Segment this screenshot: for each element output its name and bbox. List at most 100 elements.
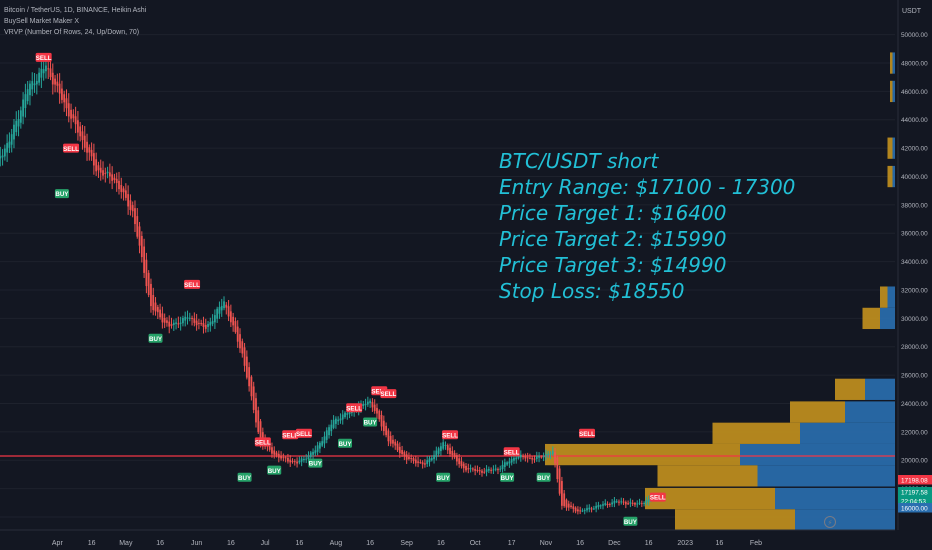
candle-body: [287, 457, 289, 462]
candle-body: [72, 114, 75, 119]
candle-body: [83, 135, 86, 148]
candle: [95, 152, 98, 176]
candle: [252, 381, 255, 414]
candle: [293, 459, 296, 466]
candle-body: [198, 322, 200, 324]
time-axis[interactable]: Apr 16 May 16 Jun 16 Jul 16 Aug 16 Sep 16 Oct 17 Nov 16…: [0, 529, 895, 547]
buy-signal[interactable]: BUY: [308, 458, 323, 468]
candle-body: [515, 457, 518, 460]
buy-signal[interactable]: BUY: [623, 516, 638, 526]
candle-body: [102, 170, 104, 176]
alert-icon[interactable]: ⚡: [824, 516, 836, 528]
candle: [344, 411, 346, 419]
candle: [241, 338, 244, 358]
signal-badge: [35, 52, 52, 62]
candle-body: [88, 147, 91, 153]
candle-body: [378, 410, 381, 420]
buy-signal[interactable]: BUY: [54, 189, 69, 198]
sell-signal[interactable]: SELL: [346, 403, 362, 412]
candle: [465, 462, 467, 473]
sell-signal[interactable]: SELL: [254, 437, 271, 446]
x-tick-label: 16: [227, 540, 235, 547]
indicator-buysell[interactable]: BuySell Market Maker X: [4, 18, 80, 25]
candle: [529, 453, 531, 460]
candle: [115, 172, 118, 192]
candle-body: [410, 458, 413, 460]
buy-signal[interactable]: BUY: [267, 465, 282, 475]
buy-signal[interactable]: BUY: [148, 333, 163, 343]
sell-signal[interactable]: SELL: [282, 430, 298, 439]
candle: [519, 450, 522, 462]
signal-badge: [148, 333, 163, 343]
candle-body: [460, 461, 463, 467]
sell-signal[interactable]: SELL: [295, 428, 312, 438]
buy-signal[interactable]: BUY: [436, 472, 451, 482]
candle: [19, 106, 22, 129]
candle-body: [0, 156, 2, 159]
sell-signal[interactable]: SELL: [579, 428, 595, 438]
trade-annotation[interactable]: BTC/USDT short Entry Range: $17100 - 173…: [499, 148, 795, 304]
vp-up-bar: [880, 307, 895, 330]
sell-signal[interactable]: SELL: [63, 143, 79, 153]
buy-signal[interactable]: BUY: [500, 472, 515, 482]
x-tick-label: 16: [156, 540, 164, 547]
candle: [0, 146, 2, 167]
sell-signal[interactable]: SELL: [442, 430, 458, 439]
candle: [118, 171, 120, 195]
candle: [138, 221, 141, 254]
candle-body: [538, 455, 540, 458]
candle-body: [47, 68, 50, 70]
candle-body: [549, 453, 552, 455]
buy-signal[interactable]: BUY: [536, 472, 551, 482]
candle: [522, 453, 524, 460]
x-tick-label: 16: [88, 540, 96, 547]
candle-body: [156, 306, 159, 313]
candle-body: [282, 457, 285, 459]
candle: [170, 317, 173, 329]
signal-badge: [363, 417, 378, 427]
candle: [339, 413, 342, 424]
candle-body: [579, 510, 582, 512]
sell-signal[interactable]: SELL: [184, 279, 200, 289]
candle: [207, 321, 209, 333]
sell-signal[interactable]: SELL: [649, 492, 666, 502]
candle: [643, 501, 645, 507]
candle: [90, 142, 93, 161]
buy-signal[interactable]: BUY: [338, 438, 352, 448]
candle-body: [305, 458, 308, 460]
vp-down-bar: [880, 286, 888, 308]
candle: [33, 73, 36, 93]
candle-body: [200, 323, 203, 325]
candle-body: [604, 503, 607, 505]
candle-body: [499, 468, 502, 470]
sell-signal[interactable]: SELL: [380, 389, 397, 398]
candle-body: [31, 81, 34, 90]
candle-body: [172, 322, 175, 325]
candle-body: [90, 149, 93, 157]
candle-body: [561, 481, 563, 506]
candle: [606, 501, 609, 508]
signals[interactable]: SELL BUY SELL BUY SELL BUY SELL BUY SELL BUY SELL B…: [0, 52, 666, 526]
candle-body: [193, 318, 196, 323]
candle-body: [86, 141, 88, 153]
price-axis[interactable]: USDT18000.0020000.0022000.0024000.002600…: [897, 0, 932, 550]
candle: [330, 419, 333, 436]
candle-body: [494, 468, 497, 470]
candle: [403, 450, 406, 461]
buy-signal[interactable]: BUY: [363, 417, 378, 427]
candle: [218, 301, 221, 319]
sell-signal[interactable]: SELL: [35, 52, 52, 62]
indicator-vrvp[interactable]: VRVP (Number Of Rows, 24, Up/Down, 70): [4, 29, 140, 36]
candle: [629, 498, 632, 508]
candle-body: [440, 446, 442, 452]
candle-body: [622, 501, 625, 503]
x-tick-label: 16: [437, 540, 445, 547]
buy-signal[interactable]: BUY: [237, 472, 252, 482]
signal-label: BUY: [338, 441, 352, 448]
candle: [608, 502, 611, 508]
sell-signal[interactable]: SELL: [503, 447, 520, 456]
candle: [538, 452, 540, 463]
candle-body: [161, 313, 164, 323]
symbol-title[interactable]: Bitcoin / TetherUS, 1D, BINANCE, Heikin …: [4, 7, 147, 14]
